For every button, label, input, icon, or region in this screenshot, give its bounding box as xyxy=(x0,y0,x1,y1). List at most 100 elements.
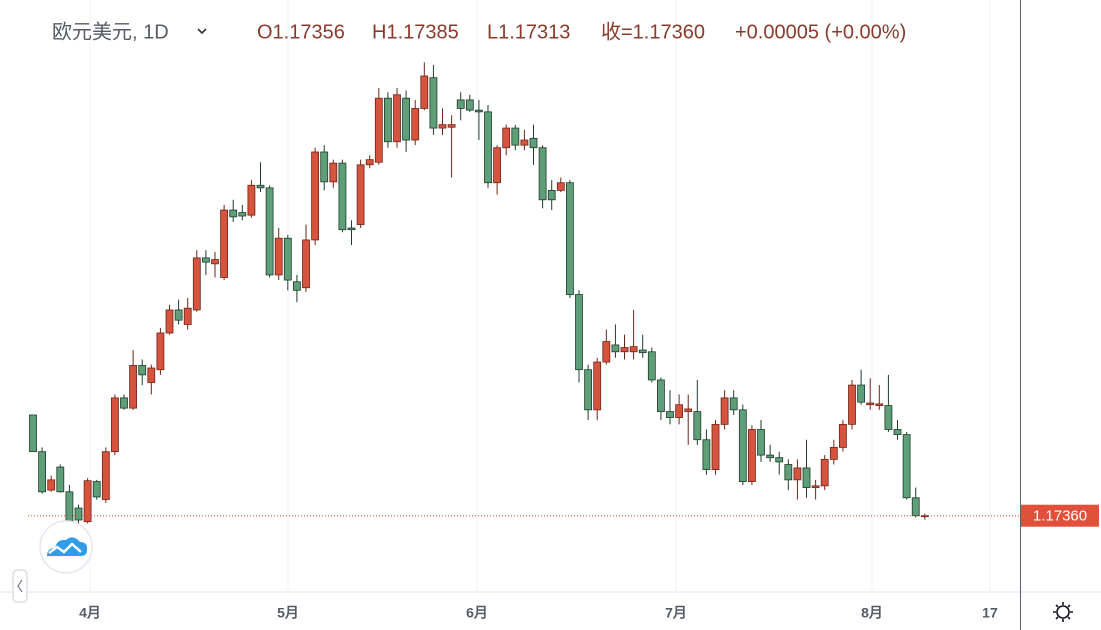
candle-body xyxy=(884,405,893,430)
candle-body xyxy=(74,507,83,521)
candle-body xyxy=(602,341,611,363)
candle-body xyxy=(138,365,147,376)
candle-body xyxy=(638,349,647,354)
candle-body xyxy=(529,137,538,149)
candle-body xyxy=(757,429,765,456)
candle-body xyxy=(902,434,911,499)
candle-body xyxy=(647,351,656,381)
logo-button[interactable] xyxy=(39,520,93,574)
candle-body xyxy=(802,467,811,488)
candle-body xyxy=(538,147,547,201)
candle-body xyxy=(684,408,693,412)
x-tick-label: 17 xyxy=(982,605,998,621)
candle-body xyxy=(402,97,411,141)
last-price-label: 1.17360 xyxy=(1033,508,1087,525)
settings-button[interactable] xyxy=(1053,602,1073,622)
candle-body xyxy=(320,151,329,183)
candle-body xyxy=(666,411,674,418)
candle-body xyxy=(857,384,866,403)
candle-body xyxy=(711,423,720,471)
scroll-left-button[interactable] xyxy=(12,569,28,603)
candle-body xyxy=(793,467,802,481)
candle-body xyxy=(702,439,711,471)
candle-body xyxy=(156,332,165,371)
candle-body xyxy=(784,464,793,481)
candle-body xyxy=(584,369,593,411)
candle-body xyxy=(566,182,574,295)
candle-body xyxy=(329,162,338,183)
candle-body xyxy=(247,184,256,216)
candle-body xyxy=(147,367,156,383)
symbol-title[interactable]: 欧元美元, 1D xyxy=(52,20,169,43)
candle-body xyxy=(766,454,775,459)
candle-body xyxy=(293,281,301,291)
candle-body xyxy=(47,479,56,491)
candle-body xyxy=(192,257,201,311)
candle-body xyxy=(520,139,529,146)
candle-body xyxy=(547,190,556,201)
candle-body xyxy=(893,429,902,436)
candle-body xyxy=(65,491,74,523)
last-price-tag xyxy=(1021,504,1099,527)
candle-body xyxy=(575,294,583,371)
candle-body xyxy=(511,127,520,146)
x-tick-label: 7月 xyxy=(665,605,687,621)
candle-body xyxy=(365,159,374,166)
candle-body xyxy=(620,347,629,353)
candle-body xyxy=(720,397,729,425)
candle-body xyxy=(129,365,138,409)
candle-body xyxy=(748,429,756,482)
candle-body xyxy=(229,209,238,218)
ohlc-low: L1.17313 xyxy=(487,21,570,43)
candle-body xyxy=(556,182,565,191)
candle-body xyxy=(56,466,65,493)
candle-body xyxy=(447,124,456,128)
candle-body xyxy=(738,409,747,482)
candle-body xyxy=(38,451,47,493)
candle-body xyxy=(820,458,829,487)
candle-body xyxy=(374,97,383,163)
candle-body xyxy=(356,164,365,225)
interval-dropdown[interactable] xyxy=(197,28,207,35)
x-tick-label: 4月 xyxy=(79,605,101,621)
candle-body xyxy=(283,237,292,281)
candle-body xyxy=(629,346,638,353)
candle-body xyxy=(493,147,502,184)
candle-body xyxy=(393,94,401,143)
candle-body xyxy=(347,227,356,231)
candle-body xyxy=(438,124,447,129)
candle-body xyxy=(111,397,119,453)
candle-body xyxy=(593,361,602,411)
candle-body xyxy=(429,77,438,129)
candle-body xyxy=(839,423,847,448)
candle-body xyxy=(338,162,347,231)
ohlc-change: +0.00005 (+0.00%) xyxy=(735,21,906,43)
candle-body xyxy=(238,212,247,217)
candle-body xyxy=(29,414,37,453)
candle-body xyxy=(211,259,219,265)
candle-body xyxy=(657,379,665,412)
x-tick-label: 6月 xyxy=(466,605,488,621)
candle-body xyxy=(693,411,702,441)
candle-body xyxy=(120,397,128,409)
candle-body xyxy=(729,397,738,411)
candle-body xyxy=(502,127,511,149)
candle-body xyxy=(274,237,283,276)
candle-body xyxy=(866,402,875,406)
candle-body xyxy=(611,344,620,353)
candle-body xyxy=(829,447,838,460)
candle-body xyxy=(220,209,229,278)
candle-body xyxy=(256,184,265,189)
plot-area xyxy=(28,62,1020,535)
candle-body xyxy=(811,485,820,488)
candle-body xyxy=(456,99,465,109)
candle-body xyxy=(675,404,684,418)
candle-body xyxy=(174,309,183,321)
candle-body xyxy=(311,151,320,241)
candle-body xyxy=(475,109,483,113)
candle-body xyxy=(92,481,101,498)
ohlc-high: H1.17385 xyxy=(372,21,459,43)
